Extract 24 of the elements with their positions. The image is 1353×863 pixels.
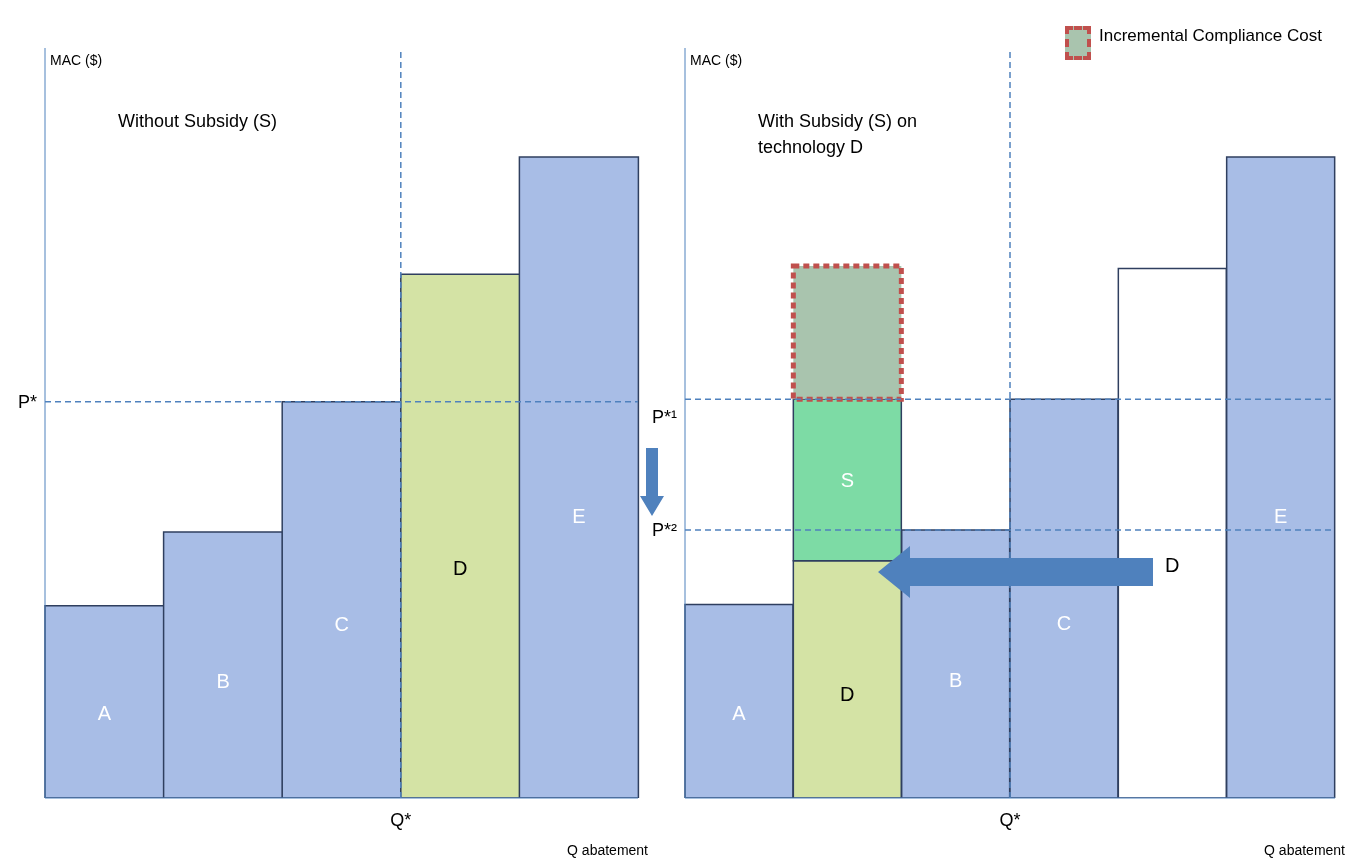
x-tick-label: D — [1165, 554, 1180, 577]
ref-line-label: P*² — [651, 520, 677, 541]
ref-line-label: P* — [17, 391, 37, 412]
x-axis-title: Q abatement — [567, 842, 648, 858]
ref-line-label: Q* — [999, 810, 1021, 830]
ref-line-label: P*¹ — [651, 407, 677, 428]
annotation: With Subsidy (S) on technology D — [758, 110, 919, 159]
y-axis-title: MAC ($) — [50, 52, 103, 68]
x-tick-label: A — [732, 701, 747, 724]
legend-label: Incremental Compliance Cost — [1099, 26, 1322, 46]
x-tick-label: D — [840, 682, 855, 705]
x-tick-label: B — [216, 669, 230, 692]
x-tick-label: C — [334, 612, 349, 635]
x-tick-label: C — [1056, 611, 1072, 634]
x-axis-title: Q abatement — [1264, 842, 1345, 858]
x-tick-label: B — [948, 669, 963, 692]
text: Without Subsidy (S) — [118, 110, 279, 133]
x-tick-label: D — [453, 556, 468, 579]
ref-line-label: Q* — [390, 810, 412, 830]
x-tick-label: E — [1273, 504, 1288, 527]
x-tick-label: A — [97, 702, 112, 725]
y-axis-title: MAC ($) — [690, 52, 743, 68]
series-label: S — [840, 469, 855, 492]
x-tick-label: E — [572, 504, 586, 527]
